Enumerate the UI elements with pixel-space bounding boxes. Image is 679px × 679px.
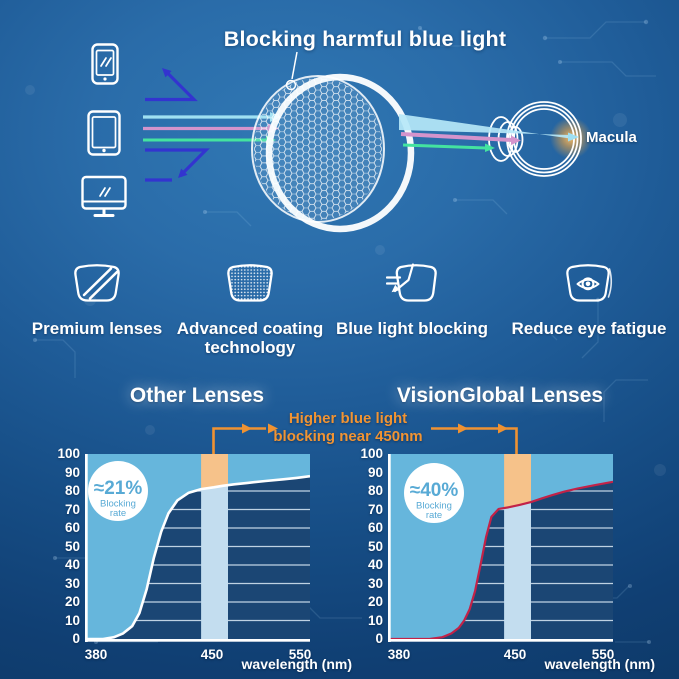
y-axis-tick: 50 — [367, 538, 383, 554]
macula-label: Macula — [586, 129, 637, 146]
feature-label: Advanced coating technology — [176, 319, 324, 357]
x-axis-tick: 450 — [200, 647, 224, 662]
y-axis-tick: 20 — [367, 594, 383, 609]
y-axis-tick: 50 — [64, 538, 80, 554]
annotation-line-1: Higher blue light — [288, 410, 408, 427]
y-axis-tick: 90 — [64, 464, 80, 480]
feature-label: Premium lenses — [31, 319, 163, 338]
x-axis-label: wavelength (nm) — [544, 656, 655, 672]
feature-label: Blue light blocking — [335, 319, 489, 338]
annotation-line-2: blocking near 450nm — [273, 428, 423, 445]
highlight-orange-area — [504, 454, 531, 508]
y-axis-tick: 10 — [64, 612, 80, 628]
hero-title: Blocking harmful blue light — [223, 27, 507, 51]
svg-text:Blocking: Blocking — [100, 499, 136, 510]
y-axis-tick: 70 — [64, 501, 80, 517]
x-axis-tick: 380 — [84, 647, 108, 662]
svg-text:≈21%: ≈21% — [94, 478, 143, 499]
feature-label: Reduce eye fatigue — [511, 319, 667, 338]
y-axis-tick: 20 — [64, 594, 80, 609]
transmission-curve — [388, 480, 613, 641]
svg-text:rate: rate — [426, 510, 442, 521]
lens-coating-icon — [227, 264, 273, 302]
y-axis-tick: 0 — [375, 631, 383, 646]
chart-title-other-lenses: Other Lenses — [129, 384, 265, 407]
chart-title-visionglobal-lenses: VisionGlobal Lenses — [396, 384, 604, 407]
feature-blue-light-blocking: Blue light blocking — [330, 262, 494, 338]
lens-blocking-icon — [386, 263, 437, 302]
y-axis-tick: 40 — [367, 557, 383, 572]
blocking-rate-bubble: ≈40% Blocking rate — [404, 463, 464, 523]
svg-text:≈40%: ≈40% — [410, 480, 459, 501]
feature-premium-lenses: Premium lenses — [22, 262, 172, 338]
annotation-450nm: Higher blue light blocking near 450nm — [238, 410, 458, 446]
y-axis-tick: 90 — [367, 464, 383, 480]
lens-eye-icon — [566, 264, 613, 302]
x-axis-tick: 450 — [503, 647, 527, 662]
svg-text:rate: rate — [110, 508, 126, 519]
y-axis-tick: 80 — [367, 483, 383, 498]
y-axis-tick: 60 — [64, 520, 80, 535]
highlight-orange-area — [201, 454, 228, 490]
x-axis-label: wavelength (nm) — [241, 656, 352, 672]
blocking-rate-bubble: ≈21% Blocking rate — [88, 461, 148, 521]
chart-visionglobal-lenses: ≈40% Blocking rate 100 90 80 70 60 50 40 30 20 10… — [353, 445, 663, 679]
y-axis-tick: 30 — [64, 575, 80, 591]
chart-plot: ≈40% Blocking rate — [388, 454, 613, 642]
y-axis-tick: 100 — [360, 446, 383, 461]
svg-text:Blocking: Blocking — [416, 501, 452, 512]
chart-plot: ≈21% Blocking rate — [85, 454, 310, 642]
y-axis-tick: 80 — [64, 483, 80, 498]
y-axis-tick: 100 — [57, 446, 80, 461]
y-axis-tick: 0 — [72, 631, 80, 646]
x-axis-tick: 550 — [591, 647, 615, 662]
feature-advanced-coating: Advanced coating technology — [175, 262, 325, 357]
x-axis-tick: 380 — [387, 647, 411, 662]
y-axis-tick: 10 — [367, 612, 383, 628]
y-axis-tick: 60 — [367, 520, 383, 535]
y-axis-tick: 30 — [367, 575, 383, 591]
feature-reduce-eye-fatigue: Reduce eye fatigue — [505, 262, 673, 338]
lens-stripes-icon — [74, 264, 120, 302]
y-axis-tick: 40 — [64, 557, 80, 572]
x-axis-tick: 550 — [288, 647, 312, 662]
y-axis-tick: 70 — [367, 501, 383, 517]
transmission-curve — [85, 474, 310, 641]
chart-other-lenses: ≈21% Blocking rate 100 90 80 70 60 50 40 30 20 10… — [50, 445, 360, 679]
